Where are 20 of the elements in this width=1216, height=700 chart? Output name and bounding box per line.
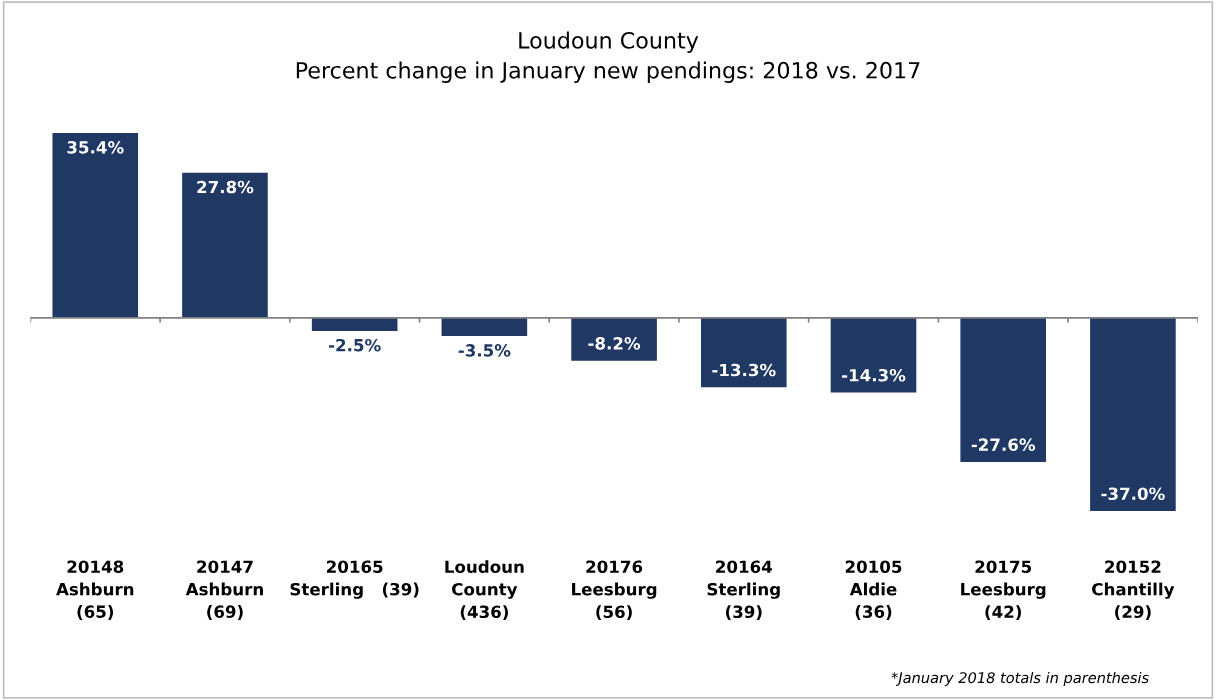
x-tick-label: 20148 Ashburn (65) [56,560,134,620]
x-tick-label: 20164 Sterling (39) [707,560,780,621]
text: *January 2018 totals in parenthesis [891,671,1149,686]
x-tick-label: 20147 Ashburn (69) [185,560,263,620]
data-label: -37.0% [1101,487,1165,501]
x-tick-label: 20105 Aldie (36) [845,560,902,620]
data-label: -13.3% [712,363,776,377]
data-label: -2.5% [329,338,381,352]
data-label: -8.2% [588,337,641,350]
x-tick-label: 20176 Leesburg (56) [572,560,657,621]
chart-title: Loudoun County Percent change in January new pendings: 2018 vs. 2017 [296,31,920,83]
data-label: -3.5% [458,344,511,357]
x-tick-label: 20175 Leesburg (42) [961,560,1046,621]
x-tick-label: 20165 Sterling (39) [290,560,419,599]
data-label: -27.6% [971,438,1036,451]
data-label: 27.8% [197,180,254,194]
data-label: 35.4% [67,141,124,154]
x-tick-label: Loudoun County (436) [445,560,524,621]
x-tick-label: 20152 Chantilly (29) [1092,560,1175,621]
data-label: -14.3% [842,368,906,382]
